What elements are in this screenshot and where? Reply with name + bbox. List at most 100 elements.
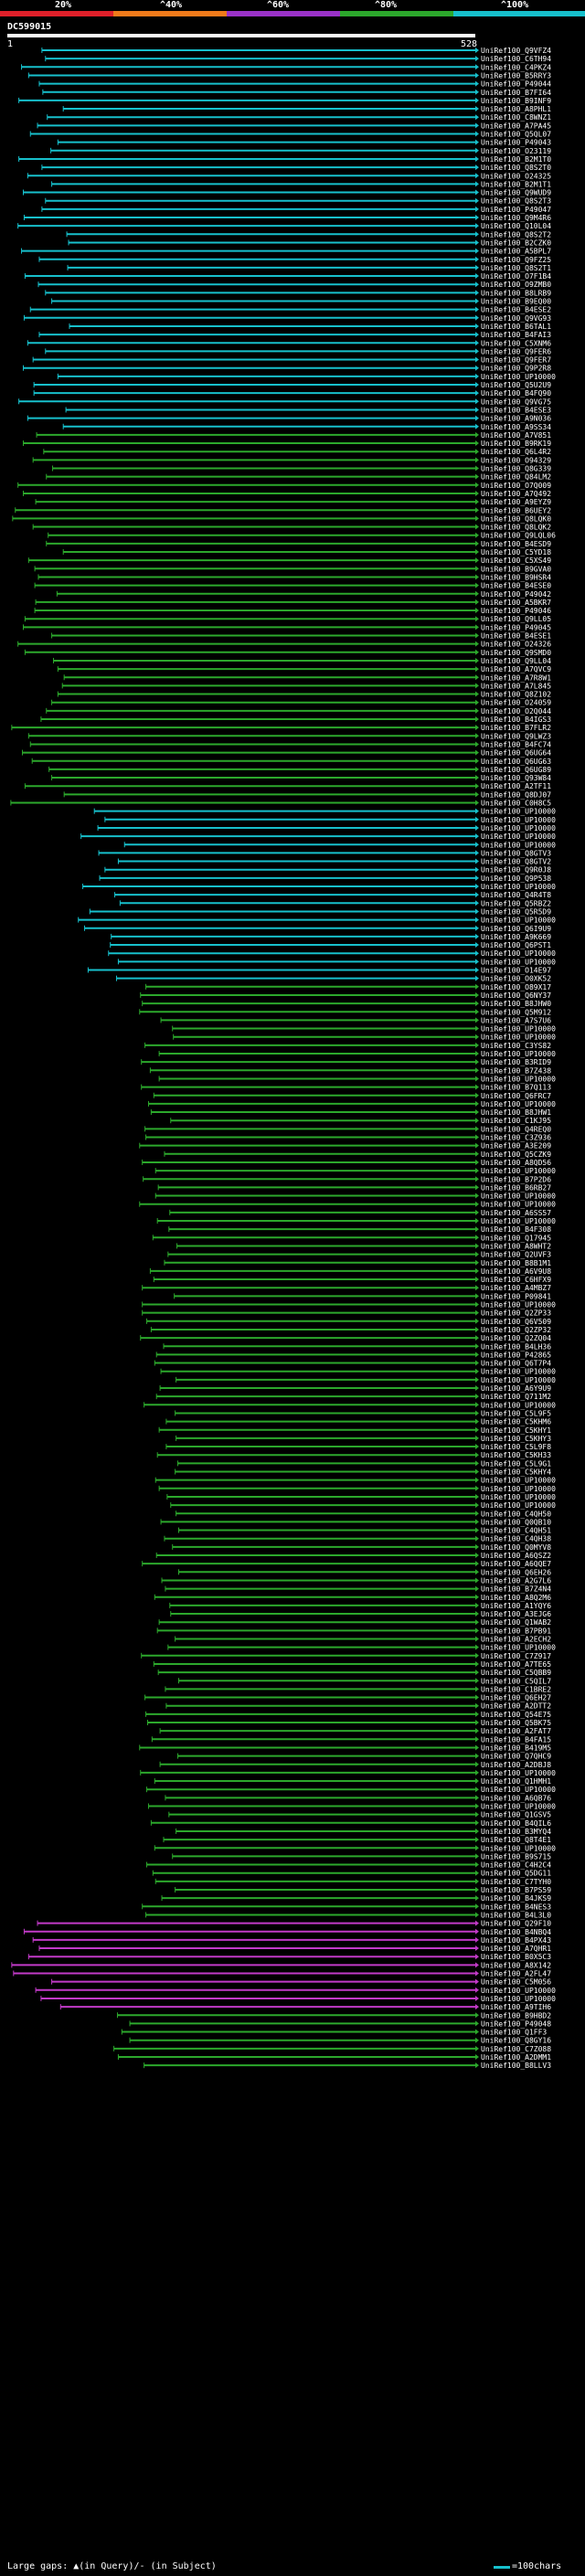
hit-end-arrow-230 xyxy=(475,1970,479,1977)
hit-end-arrow-189 xyxy=(475,1627,479,1634)
hit-label-167: UniRef100_C5L9F8 xyxy=(481,1443,551,1451)
hit-label-185: UniRef100_A8Q2M6 xyxy=(481,1594,551,1602)
hit-label-100: UniRef100_UP10000 xyxy=(481,883,556,891)
hit-end-arrow-8 xyxy=(475,114,479,121)
hit-end-arrow-198 xyxy=(475,1702,479,1709)
hit-label-23: UniRef100_B2CZK0 xyxy=(481,239,551,247)
hit-label-47: UniRef100_B9RK19 xyxy=(481,440,551,448)
large-gaps-legend: Large gaps: ▲(in Query)/- (in Subject) xyxy=(7,2561,217,2571)
hit-end-arrow-110 xyxy=(475,967,479,973)
hit-label-96: UniRef100_Q8GTV3 xyxy=(481,849,551,857)
hit-label-132: UniRef100_Q5CZK9 xyxy=(481,1150,551,1159)
hit-end-arrow-211 xyxy=(475,1811,479,1818)
hit-label-62: UniRef100_B9GVA0 xyxy=(481,565,551,573)
hit-label-166: UniRef100_C5KHY3 xyxy=(481,1435,551,1443)
hit-label-119: UniRef100_C3YS82 xyxy=(481,1042,551,1050)
hit-end-arrow-163 xyxy=(475,1410,479,1416)
hit-label-226: UniRef100_B4PX43 xyxy=(481,1936,551,1945)
hit-label-224: UniRef100_Q29F10 xyxy=(481,1920,551,1928)
hit-end-arrow-114 xyxy=(475,1001,479,1007)
hit-label-67: UniRef100_P49046 xyxy=(481,607,551,615)
hit-label-238: UniRef100_Q8GY16 xyxy=(481,2037,551,2045)
hit-label-108: UniRef100_UP10000 xyxy=(481,949,556,958)
hit-end-arrow-196 xyxy=(475,1686,479,1692)
hit-label-227: UniRef100_A7QHR1 xyxy=(481,1945,551,1953)
hit-end-arrow-164 xyxy=(475,1418,479,1425)
hit-label-9: UniRef100_A7PA45 xyxy=(481,122,551,130)
hit-label-64: UniRef100_B4ESE0 xyxy=(481,582,551,590)
hit-end-arrow-107 xyxy=(475,942,479,949)
hit-label-55: UniRef100_B6UEY2 xyxy=(481,506,551,514)
hit-label-120: UniRef100_UP10000 xyxy=(481,1050,556,1058)
hit-label-27: UniRef100_O7F1B4 xyxy=(481,272,551,281)
hit-end-arrow-150 xyxy=(475,1301,479,1308)
hit-end-arrow-159 xyxy=(475,1376,479,1383)
hit-label-186: UniRef100_A1YQY6 xyxy=(481,1602,551,1610)
hit-label-199: UniRef100_Q54E75 xyxy=(481,1711,551,1719)
hit-end-arrow-219 xyxy=(475,1878,479,1884)
hit-end-arrow-204 xyxy=(475,1753,479,1759)
hit-label-240: UniRef100_A2DMM1 xyxy=(481,2053,551,2062)
hit-end-arrow-190 xyxy=(475,1636,479,1642)
hit-label-13: UniRef100_B2M1T0 xyxy=(481,155,551,164)
identity-color-ruler: 20% ^40% ^60% ^80% ^100% xyxy=(0,0,585,26)
hit-label-211: UniRef100_Q1GSV5 xyxy=(481,1811,551,1819)
hit-end-arrow-14 xyxy=(475,164,479,171)
hit-end-arrow-26 xyxy=(475,264,479,270)
hit-label-220: UniRef100_B7PS59 xyxy=(481,1886,551,1894)
hit-label-225: UniRef100_B4NBQ4 xyxy=(481,1928,551,1936)
hit-label-76: UniRef100_A7L845 xyxy=(481,682,551,690)
hit-label-148: UniRef100_A4MBZ7 xyxy=(481,1284,551,1292)
hit-end-arrow-194 xyxy=(475,1670,479,1676)
hit-label-213: UniRef100_B3MYQ4 xyxy=(481,1828,551,1836)
hit-label-146: UniRef100_A6V9U8 xyxy=(481,1267,551,1276)
hit-label-86: UniRef100_Q6UG89 xyxy=(481,766,551,774)
hit-label-41: UniRef100_B4FQ90 xyxy=(481,389,551,398)
hit-end-arrow-84 xyxy=(475,749,479,756)
hit-label-143: UniRef100_A8WHT2 xyxy=(481,1242,551,1250)
hit-end-arrow-83 xyxy=(475,741,479,747)
hit-end-arrow-7 xyxy=(475,106,479,112)
hit-end-arrow-169 xyxy=(475,1460,479,1467)
hit-end-arrow-64 xyxy=(475,582,479,588)
hit-end-arrow-1 xyxy=(475,56,479,62)
hit-end-arrow-72 xyxy=(475,649,479,655)
hit-label-30: UniRef100_B9EQ00 xyxy=(481,298,551,306)
hit-label-156: UniRef100_P42865 xyxy=(481,1351,551,1359)
hit-end-arrow-229 xyxy=(475,1962,479,1968)
hit-label-195: UniRef100_C5QIL7 xyxy=(481,1677,551,1685)
hit-label-82: UniRef100_Q9LWZ3 xyxy=(481,732,551,740)
hit-end-arrow-223 xyxy=(475,1912,479,1918)
hit-label-168: UniRef100_C5KH33 xyxy=(481,1451,551,1459)
hit-label-231: UniRef100_C5M056 xyxy=(481,1978,551,1987)
hit-label-140: UniRef100_UP10000 xyxy=(481,1217,556,1225)
hit-end-arrow-212 xyxy=(475,1819,479,1826)
hit-label-98: UniRef100_Q9R0J8 xyxy=(481,866,551,875)
hit-label-223: UniRef100_B4L3L0 xyxy=(481,1911,551,1919)
hit-label-35: UniRef100_C5XNM6 xyxy=(481,339,551,347)
hit-label-51: UniRef100_Q84LM2 xyxy=(481,473,551,482)
hit-end-arrow-44 xyxy=(475,415,479,421)
hit-end-arrow-128 xyxy=(475,1118,479,1124)
hit-label-110: UniRef100_O14E97 xyxy=(481,967,551,975)
hit-label-232: UniRef100_UP10000 xyxy=(481,1987,556,1995)
hit-label-137: UniRef100_UP10000 xyxy=(481,1193,556,1201)
hit-end-arrow-63 xyxy=(475,574,479,580)
hit-label-122: UniRef100_B7Z438 xyxy=(481,1066,551,1075)
hit-label-6: UniRef100_B9INF9 xyxy=(481,97,551,105)
hit-label-233: UniRef100_UP10000 xyxy=(481,1995,556,2003)
hit-end-arrow-4 xyxy=(475,80,479,87)
hit-end-arrow-220 xyxy=(475,1887,479,1892)
hit-end-arrow-221 xyxy=(475,1895,479,1902)
hit-label-239: UniRef100_C7Z088 xyxy=(481,2045,551,2053)
hit-label-184: UniRef100_B7Z4N4 xyxy=(481,1585,551,1594)
hit-label-217: UniRef100_C4H2C4 xyxy=(481,1861,551,1870)
hit-label-105: UniRef100_Q6I9U9 xyxy=(481,925,551,933)
hit-label-1: UniRef100_C6TH94 xyxy=(481,55,551,63)
hit-end-arrow-33 xyxy=(475,323,479,329)
hit-end-arrow-97 xyxy=(475,858,479,864)
hit-end-arrow-92 xyxy=(475,816,479,822)
hit-end-arrow-135 xyxy=(475,1176,479,1182)
hit-end-arrow-228 xyxy=(475,1954,479,1960)
query-line xyxy=(7,34,475,37)
